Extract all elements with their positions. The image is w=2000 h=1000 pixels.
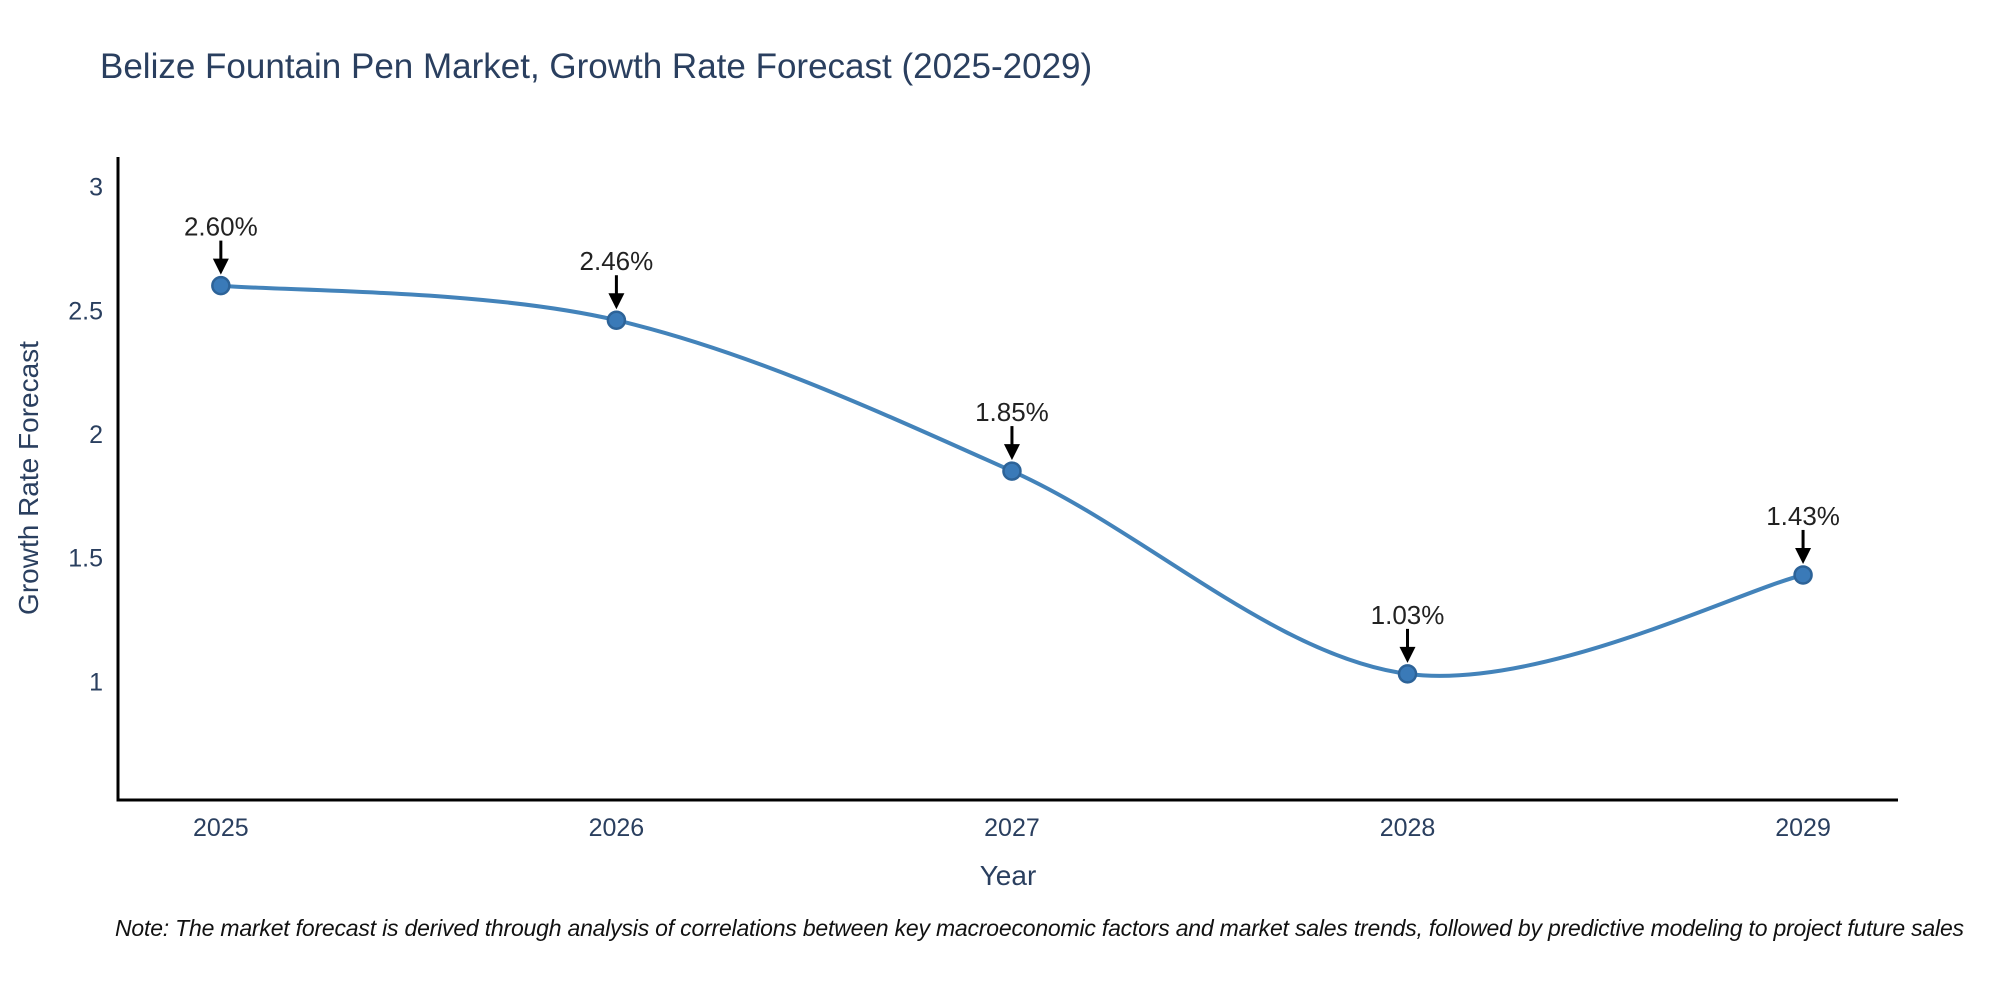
data-point-marker	[1002, 461, 1022, 481]
data-point-marker	[1397, 664, 1418, 684]
data-point-label: 1.85%	[975, 397, 1049, 427]
y-tick-label: 1.5	[68, 545, 103, 573]
y-axis-title: Growth Rate Forecast	[13, 341, 44, 615]
footnote: Note: The market forecast is derived thr…	[115, 915, 1964, 941]
data-point-label: 1.03%	[1371, 600, 1445, 630]
annotation-arrow-head	[1003, 444, 1020, 461]
data-point-marker	[606, 310, 627, 330]
y-tick-label: 2	[89, 421, 103, 449]
annotation-arrow-head	[1795, 547, 1812, 564]
data-point-label: 2.60%	[184, 212, 258, 242]
data-point-label: 1.43%	[1766, 501, 1840, 531]
chart-title: Belize Fountain Pen Market, Growth Rate …	[100, 47, 1093, 86]
data-point-marker	[1793, 565, 1813, 585]
annotation-arrow-head	[1399, 646, 1416, 663]
x-tick-label: 2029	[1775, 814, 1831, 842]
annotation-arrow-head	[212, 258, 229, 275]
x-tick-label: 2028	[1380, 814, 1436, 842]
x-tick-label: 2025	[193, 814, 249, 842]
data-point-label: 2.46%	[580, 246, 654, 276]
y-tick-label: 1	[89, 668, 103, 696]
x-axis-title: Year	[980, 860, 1037, 891]
x-tick-label: 2027	[984, 814, 1040, 842]
y-tick-label: 3	[89, 174, 103, 202]
y-tick-label: 2.5	[68, 297, 103, 325]
data-point-marker	[211, 275, 231, 296]
annotation-arrow-head	[608, 293, 625, 310]
x-tick-label: 2026	[589, 814, 645, 842]
